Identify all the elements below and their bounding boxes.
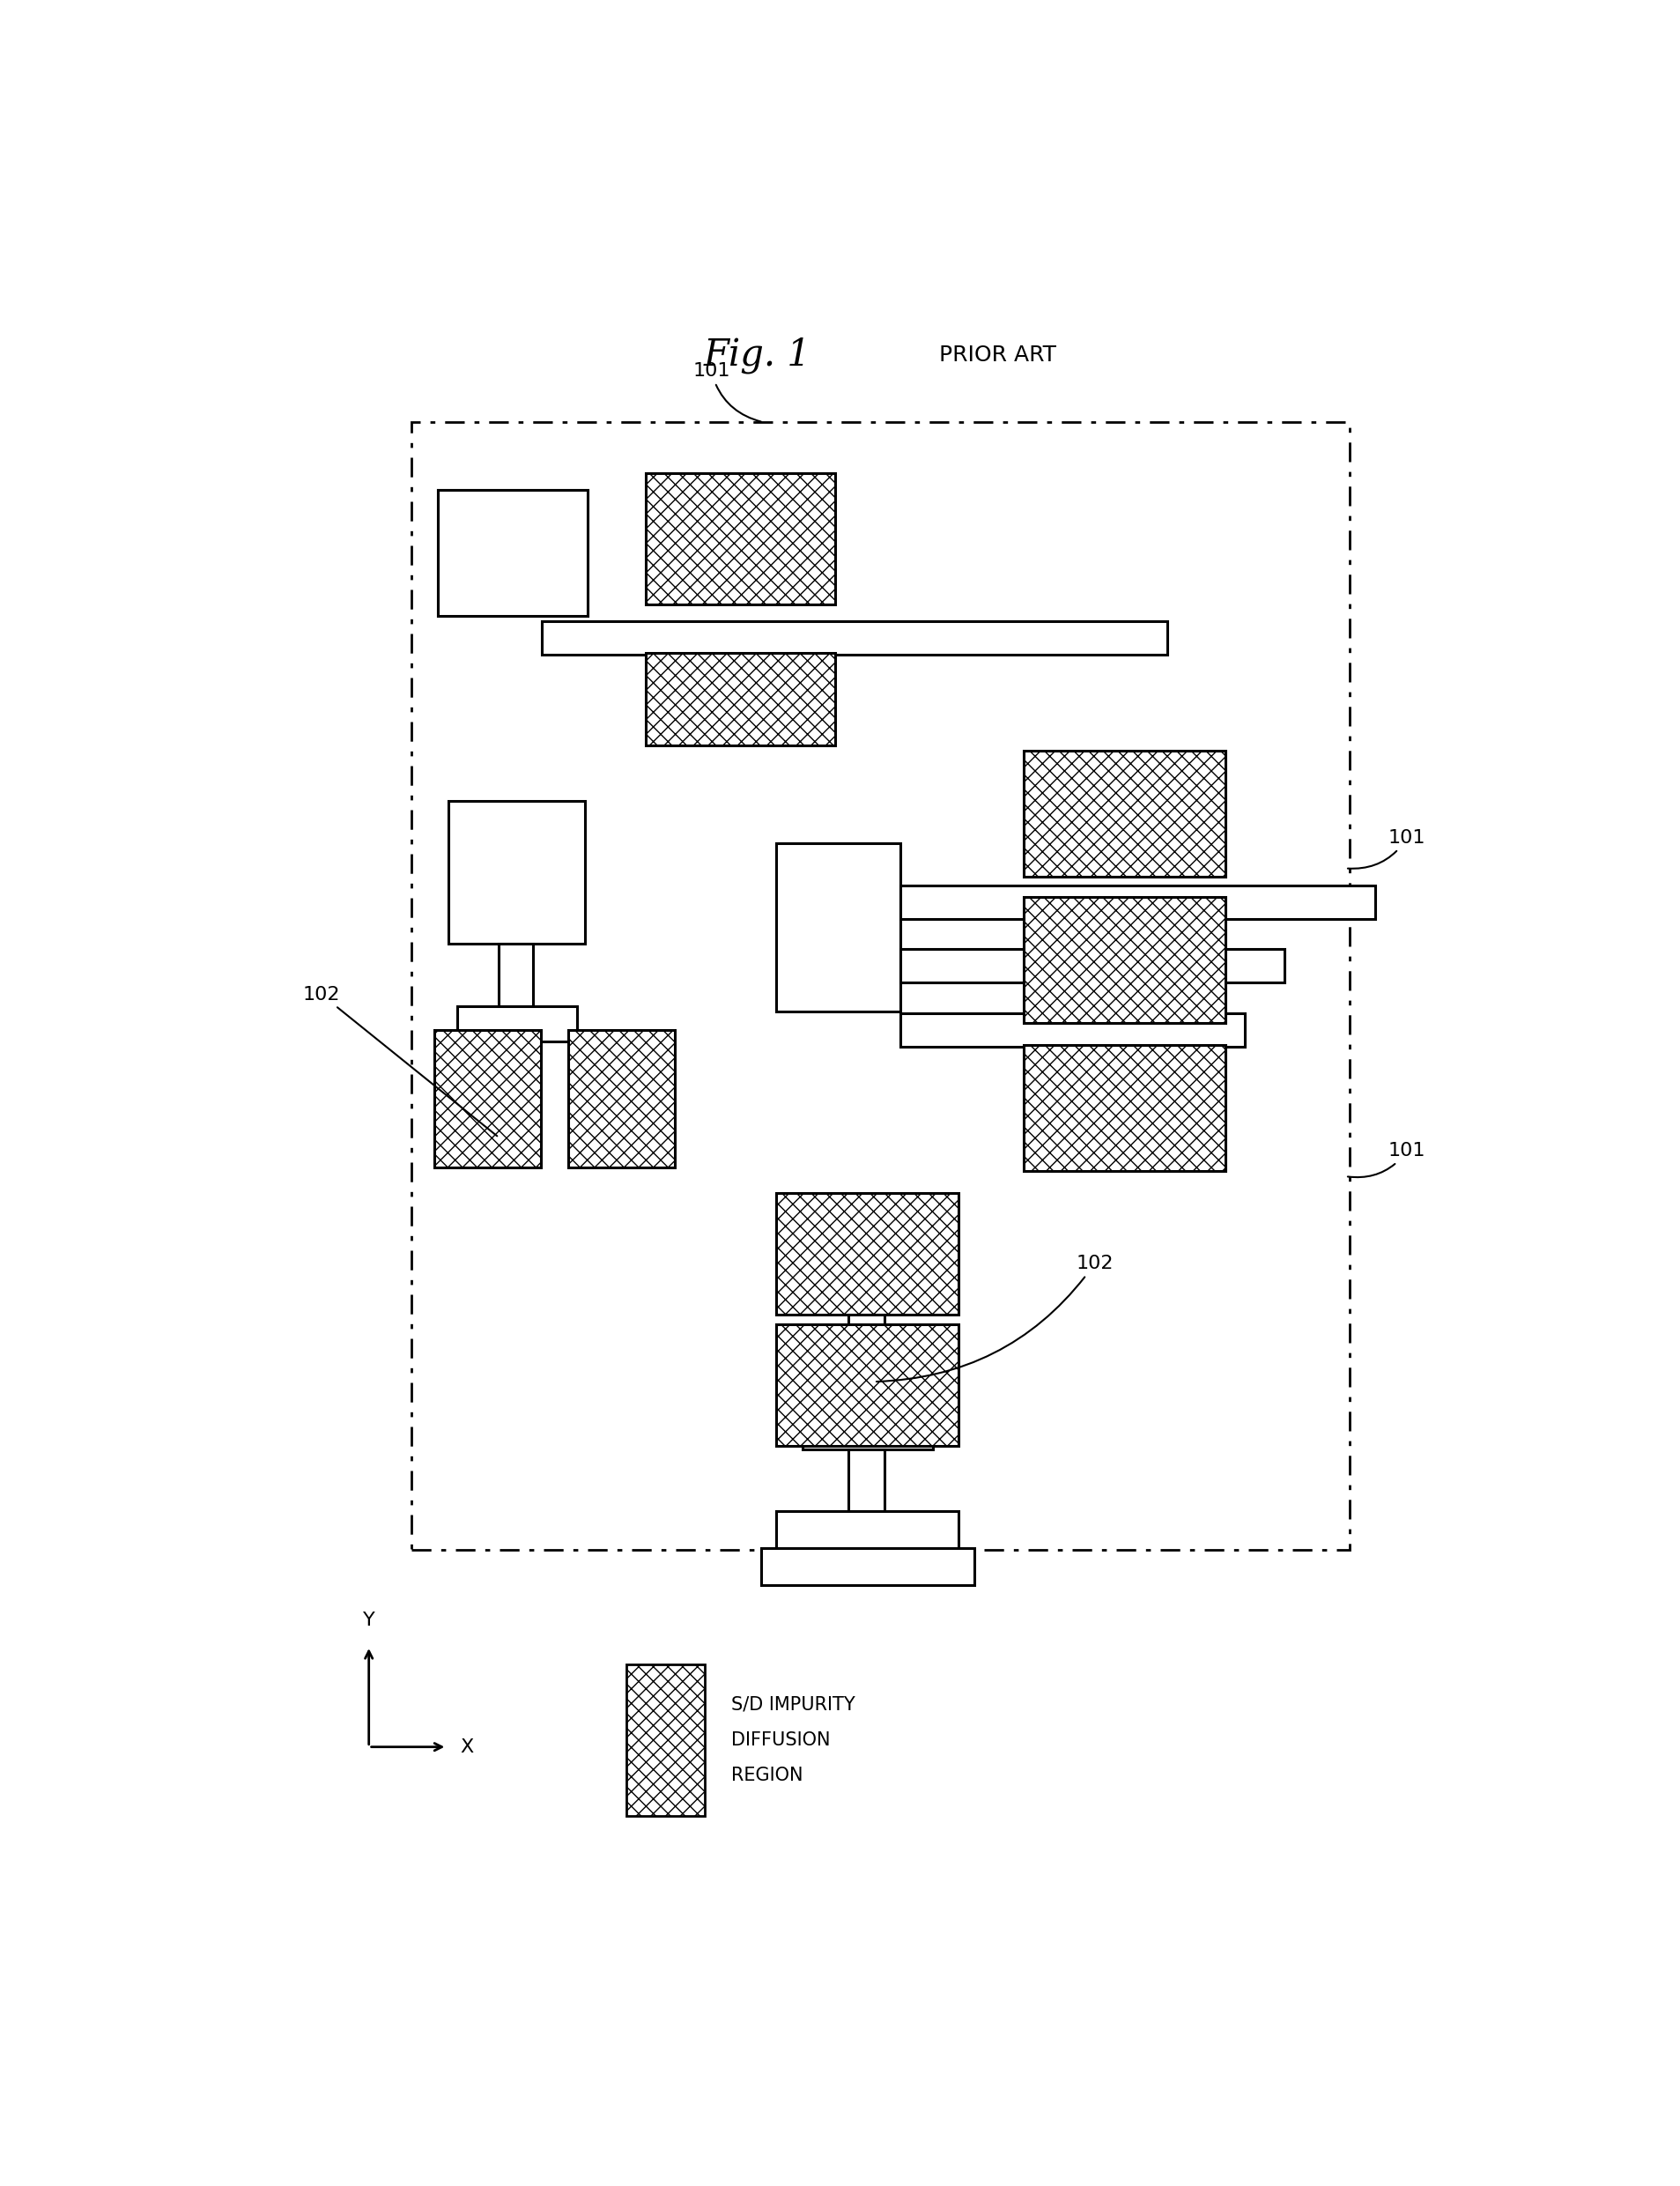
Bar — [457, 1006, 578, 1043]
Bar — [848, 1449, 884, 1532]
Bar — [900, 949, 1284, 984]
Bar — [776, 1511, 959, 1548]
Bar — [543, 621, 1168, 654]
Bar — [647, 472, 835, 603]
Bar — [438, 490, 588, 616]
Text: 101: 101 — [1347, 1143, 1426, 1178]
Bar — [900, 885, 1376, 918]
Text: 102: 102 — [302, 986, 497, 1137]
Bar — [438, 490, 588, 616]
Bar — [499, 1043, 533, 1159]
Text: X: X — [460, 1738, 474, 1755]
Text: 101: 101 — [1347, 828, 1426, 868]
Bar — [1023, 896, 1226, 1023]
Text: Y: Y — [363, 1611, 375, 1629]
Bar — [803, 1414, 932, 1449]
Bar — [1023, 750, 1226, 877]
Bar — [627, 1664, 706, 1817]
Bar — [433, 1030, 541, 1167]
Bar — [900, 1012, 1245, 1047]
Text: S/D IMPURITY: S/D IMPURITY — [731, 1696, 855, 1714]
Bar — [568, 1030, 675, 1167]
Bar — [499, 944, 533, 1006]
Bar — [647, 654, 835, 745]
Text: PRIOR ART: PRIOR ART — [939, 345, 1057, 365]
Text: 101: 101 — [692, 363, 761, 422]
Bar — [1023, 1045, 1226, 1172]
Bar — [776, 844, 900, 1012]
Bar — [848, 1314, 884, 1414]
Text: REGION: REGION — [731, 1766, 803, 1784]
Bar — [412, 422, 1349, 1550]
Bar — [776, 1194, 959, 1314]
Text: 102: 102 — [877, 1255, 1114, 1382]
Bar — [761, 1548, 974, 1585]
Text: DIFFUSION: DIFFUSION — [731, 1731, 830, 1749]
Bar — [449, 800, 585, 944]
Bar — [776, 1325, 959, 1445]
Text: Fig. 1: Fig. 1 — [704, 337, 810, 374]
